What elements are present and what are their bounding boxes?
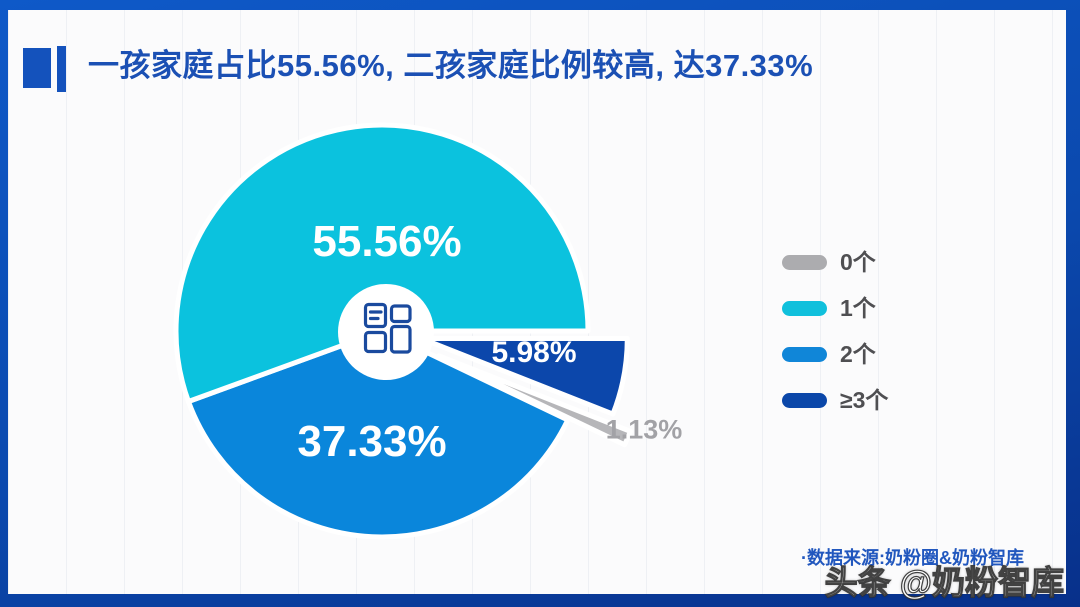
title-marker-square [23, 48, 51, 88]
title-marker-bar [57, 46, 66, 92]
legend-label: 0个 [840, 249, 876, 275]
data-source-note: ·数据来源:奶粉圈&奶粉智库 [801, 548, 1024, 568]
legend-label: ≥3个 [840, 387, 889, 413]
slice-label-3child: 5.98% [491, 336, 577, 369]
legend-label: 2个 [840, 341, 876, 367]
pie-slices [173, 122, 633, 540]
pie-slice-1个 [173, 122, 591, 405]
slice-label-2child: 37.33% [297, 417, 447, 466]
chart-legend: 0个 1个 2个 ≥3个 [782, 250, 888, 413]
slice-label-1child: 55.56% [312, 217, 462, 266]
pie-slice-≥3个 [418, 335, 630, 417]
legend-item-2个: 2个 [782, 342, 888, 367]
pie-center-circle [338, 284, 434, 380]
page-title: 一孩家庭占比55.56%, 二孩家庭比例较高, 达37.33% [88, 48, 814, 83]
pie-slice-2个 [185, 328, 571, 540]
legend-label: 1个 [840, 295, 876, 321]
legend-swatch [782, 347, 827, 362]
legend-item-1个: 1个 [782, 296, 888, 321]
pie-slice-0个 [436, 353, 633, 448]
legend-swatch [782, 393, 827, 408]
legend-item-≥3个: ≥3个 [782, 388, 888, 413]
legend-item-0个: 0个 [782, 250, 888, 275]
toutiao-watermark: 头条 @奶粉智库 [824, 563, 1065, 601]
slice-label-0child: 1.13% [605, 414, 683, 445]
legend-swatch [782, 301, 827, 316]
legend-swatch [782, 255, 827, 270]
center-logo-icon [363, 302, 412, 354]
